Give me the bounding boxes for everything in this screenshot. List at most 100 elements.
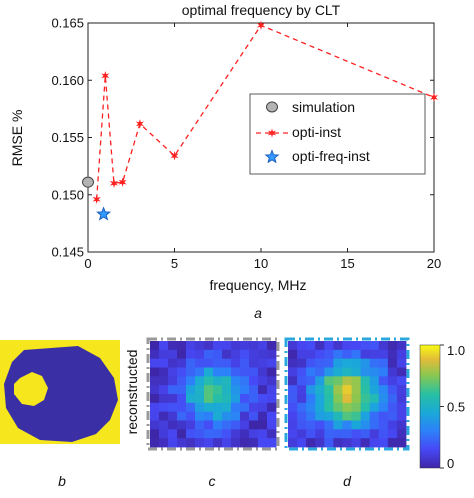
heatmap-cell <box>231 349 241 360</box>
heatmap-cell <box>342 394 352 404</box>
line-chart-panel: optimal frequency by CLT 0 5 10 15 20 0.1450… <box>9 2 441 321</box>
heatmap-cell <box>240 429 250 439</box>
heatmap-cell <box>249 385 259 395</box>
heatmap-cell <box>249 349 259 360</box>
heatmap-cell <box>360 349 371 360</box>
heatmap-cell <box>351 358 362 368</box>
legend-box <box>249 93 426 175</box>
heatmap-cell <box>222 429 232 439</box>
x-axis-ticks: 0 5 10 15 20 <box>84 23 441 271</box>
heatmap-cell <box>351 411 362 421</box>
heatmap-cell <box>150 376 160 386</box>
heatmap-cell <box>195 411 205 421</box>
data-point-opti-inst <box>92 194 101 204</box>
caption-d: d <box>343 473 352 489</box>
x-tick-label: 10 <box>254 256 268 271</box>
heatmap-cell <box>258 376 268 386</box>
heatmap-cell <box>360 438 371 448</box>
legend-marker-opti-inst <box>267 128 277 138</box>
heatmap-cell <box>324 376 334 386</box>
heatmap-cell <box>258 402 268 413</box>
heatmap-cell <box>267 349 277 360</box>
heatmap-cell <box>333 420 343 430</box>
heatmap-cell <box>231 376 241 386</box>
data-point-simulation <box>82 176 94 188</box>
heatmap-cell <box>387 394 398 404</box>
heatmap-cell <box>315 367 325 377</box>
heatmap-cell <box>306 411 316 421</box>
heatmap-cell <box>258 385 268 395</box>
heatmap-cell <box>297 429 307 439</box>
heatmap-cell <box>168 420 178 430</box>
heatmap-cell <box>186 420 196 430</box>
heatmap-cell <box>297 438 307 448</box>
heatmap-cell <box>222 394 232 404</box>
heatmap-cell <box>267 358 277 368</box>
y-tick-label: 0.150 <box>51 187 84 202</box>
heatmap-cell <box>324 385 334 395</box>
y-tick-label: 0.160 <box>51 73 84 88</box>
heatmap-cell <box>387 411 398 421</box>
data-point-opti-inst <box>118 177 127 187</box>
heatmap-cell <box>222 376 232 386</box>
heatmap-cell <box>258 367 268 377</box>
heatmap-cell <box>267 341 277 351</box>
heatmap-cell <box>240 358 250 368</box>
heatmap-cell <box>258 438 268 448</box>
heatmap-cell <box>360 385 371 395</box>
heatmap-cell <box>150 341 160 351</box>
heatmap-cell <box>396 429 407 439</box>
heatmap-cell <box>369 429 380 439</box>
heatmap-cell <box>306 420 316 430</box>
heatmap-cell <box>369 420 380 430</box>
heatmap-cell <box>195 394 205 404</box>
heatmap-cell <box>249 411 259 421</box>
heatmap-cell <box>297 411 307 421</box>
heatmap-cell <box>258 341 268 351</box>
heatmap-cell <box>315 376 325 386</box>
heatmap-cell <box>150 411 160 421</box>
heatmap-cell <box>387 429 398 439</box>
heatmap-cell <box>159 411 169 421</box>
heatmap-cell <box>186 341 196 351</box>
heatmap-cell <box>195 367 205 377</box>
heatmap-cell <box>150 429 160 439</box>
heatmap-cell <box>168 376 178 386</box>
phantom-inclusion <box>14 372 48 406</box>
heatmap-cell <box>342 385 352 395</box>
heatmap-cell <box>240 376 250 386</box>
heatmap-cell <box>387 402 398 413</box>
heatmap-cell <box>195 438 205 448</box>
heatmap-cell <box>351 376 362 386</box>
heatmap-cell <box>168 438 178 448</box>
legend-label-opti-inst: opti-inst <box>292 124 341 140</box>
heatmap-cell <box>195 341 205 351</box>
heatmap-cell <box>369 349 380 360</box>
heatmap-cell <box>195 385 205 395</box>
heatmap-cell <box>396 420 407 430</box>
heatmap-cell <box>249 429 259 439</box>
heatmap-cell <box>150 358 160 368</box>
heatmap-cell <box>186 358 196 368</box>
heatmap-cell <box>204 438 214 448</box>
heatmap-cell <box>297 420 307 430</box>
heatmap-cell <box>396 341 407 351</box>
heatmap-cell <box>177 394 187 404</box>
legend-label-simulation: simulation <box>292 99 355 115</box>
heatmap-cell <box>150 402 160 413</box>
heatmap-cell <box>315 358 325 368</box>
heatmap-cell <box>324 358 334 368</box>
heatmap-cell <box>231 367 241 377</box>
heatmap-cell <box>204 349 214 360</box>
heatmap-cell <box>369 341 380 351</box>
heatmap-cell <box>168 341 178 351</box>
heatmap-cell <box>396 349 407 360</box>
heatmap-cell <box>306 394 316 404</box>
heatmap-cell <box>159 349 169 360</box>
heatmap-cell <box>177 349 187 360</box>
heatmap-cell <box>351 349 362 360</box>
heatmap-cell <box>240 394 250 404</box>
heatmap-cell <box>213 438 223 448</box>
heatmap-cell <box>231 429 241 439</box>
